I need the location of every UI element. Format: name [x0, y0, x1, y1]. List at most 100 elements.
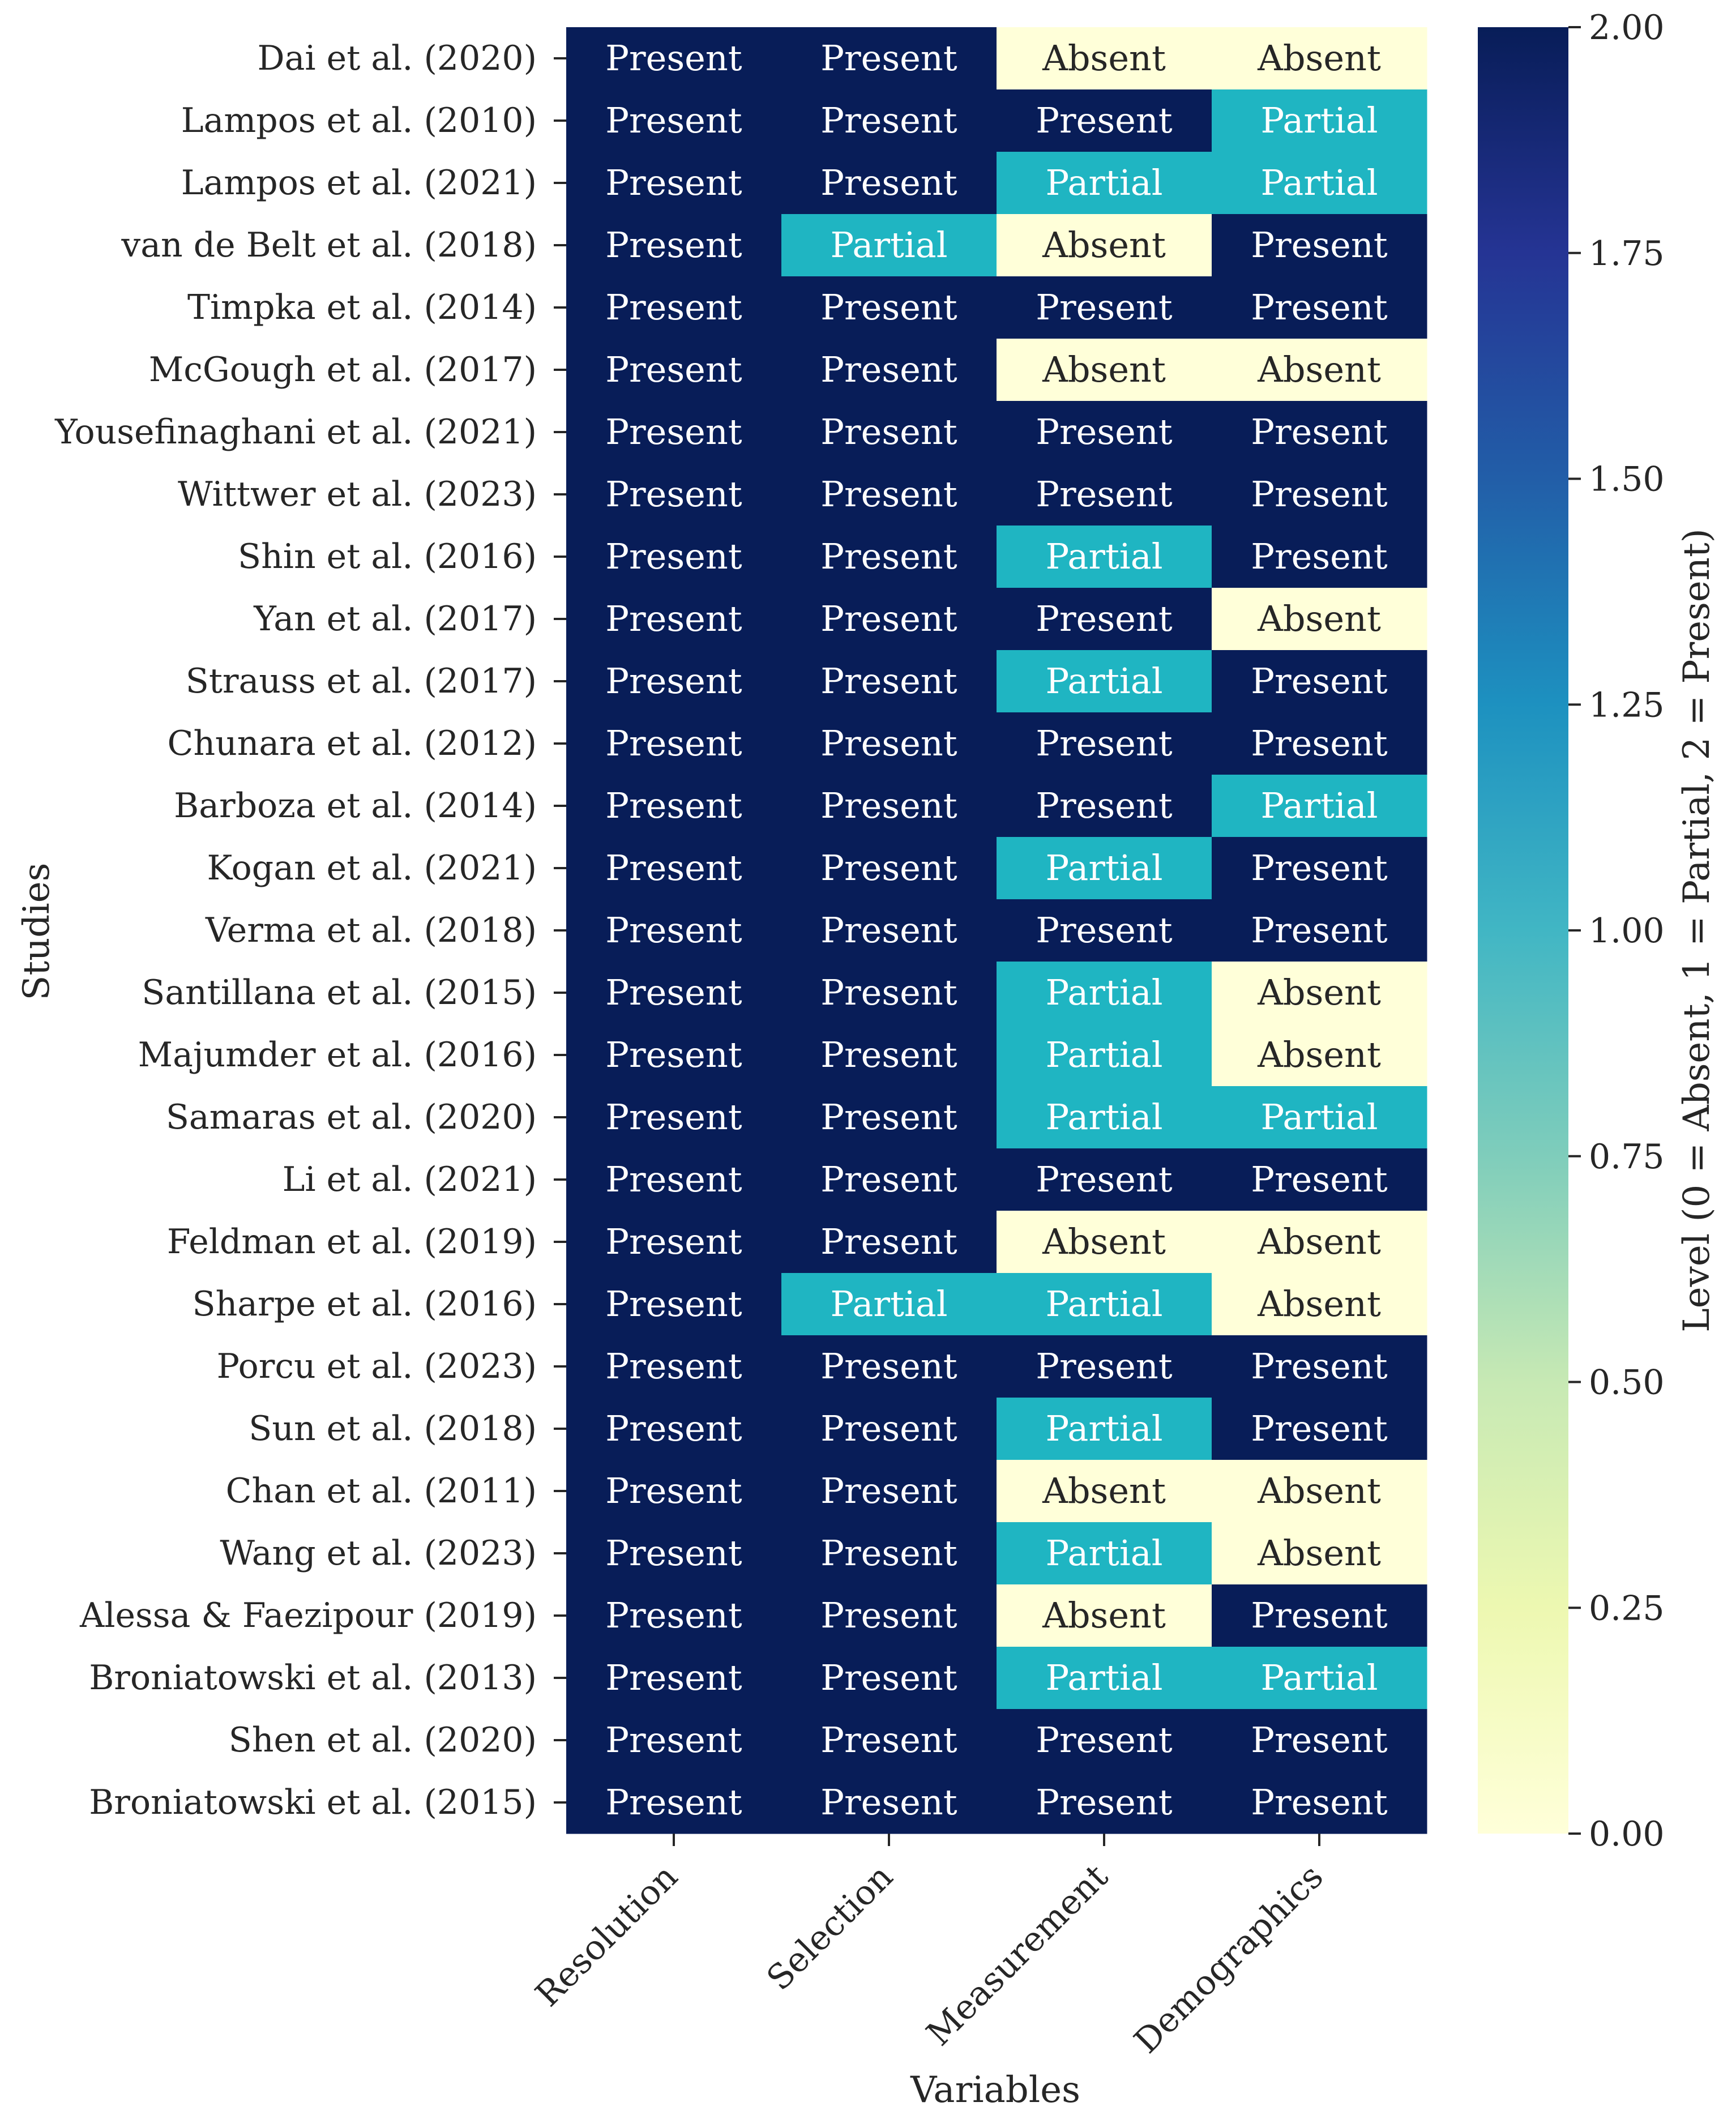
heatmap-cell: [997, 588, 1212, 651]
x-axis-title: Variables: [910, 2069, 1080, 2111]
study-label: Sharpe et al. (2016): [193, 1284, 537, 1324]
study-label: Strauss et al. (2017): [186, 661, 537, 701]
heatmap-cell: [1212, 837, 1427, 900]
study-label: Yan et al. (2017): [253, 599, 537, 639]
colorbar-tick-label: 1.75: [1589, 234, 1665, 274]
study-label: Samaras et al. (2020): [166, 1097, 537, 1137]
heatmap-cell: [566, 650, 782, 713]
heatmap-cell: [566, 1148, 782, 1211]
heatmap-cell: [566, 1522, 782, 1585]
heatmap-cell: [566, 1709, 782, 1772]
heatmap-cell: [1212, 1273, 1427, 1336]
study-label: van de Belt et al. (2018): [121, 225, 537, 265]
study-label: Broniatowski et al. (2013): [89, 1658, 537, 1698]
heatmap-cell: [1212, 588, 1427, 651]
heatmap-cell: [781, 775, 997, 838]
cell-label: Present: [1251, 660, 1387, 702]
heatmap-cell: [781, 712, 997, 775]
cell-label: Present: [605, 287, 742, 328]
cell-label: Present: [1036, 598, 1172, 639]
study-label: Dai et al. (2020): [258, 39, 537, 78]
study-label: Porcu et al. (2023): [217, 1347, 537, 1386]
heatmap-cell: [997, 276, 1212, 339]
heatmap-cell: [997, 650, 1212, 713]
colorbar-tick-label: 1.25: [1589, 685, 1665, 725]
cell-label: Present: [1251, 723, 1387, 764]
cell-label: Present: [605, 100, 742, 141]
cell-label: Absent: [1042, 37, 1166, 79]
heatmap-cell: [997, 1709, 1212, 1772]
cell-label: Present: [1251, 473, 1387, 515]
cell-label: Present: [605, 536, 742, 577]
heatmap-cell: [781, 837, 997, 900]
study-label: Chunara et al. (2012): [168, 724, 537, 763]
cell-label: Present: [820, 1345, 957, 1387]
cell-label: Partial: [1045, 1532, 1162, 1574]
cell-label: Present: [1251, 287, 1387, 328]
cell-label: Present: [820, 1782, 957, 1823]
cell-label: Present: [820, 1096, 957, 1138]
cell-label: Present: [820, 598, 957, 639]
cell-label: Partial: [830, 224, 947, 266]
heatmap-cell: [997, 152, 1212, 215]
heatmap-cell: [997, 1522, 1212, 1585]
cell-label: Present: [820, 287, 957, 328]
cell-label: Present: [605, 598, 742, 639]
study-label: Lampos et al. (2021): [181, 163, 537, 203]
heatmap-cell: [1212, 1647, 1427, 1710]
cell-label: Partial: [1045, 1657, 1162, 1698]
colorbar: 0.00 0.25 0.50 0.75 1.00 1.25 1.50 1.75 2.00 Lev…: [1478, 8, 1718, 1854]
variable-labels: Resolution Selection Measurement Demographi…: [528, 1834, 1331, 2061]
cell-label: Present: [820, 1159, 957, 1200]
heatmap-cell: [997, 401, 1212, 464]
cell-label: Present: [1036, 1159, 1172, 1200]
study-label: Kogan et al. (2021): [207, 848, 537, 888]
cell-label: Partial: [830, 1283, 947, 1325]
heatmap-cell: [781, 526, 997, 588]
heatmap-cell: [566, 588, 782, 651]
cell-label: Present: [605, 909, 742, 951]
cell-label: Present: [605, 723, 742, 764]
heatmap-cell: [566, 152, 782, 215]
cell-label: Present: [1036, 100, 1172, 141]
cell-label: Present: [1251, 1408, 1387, 1449]
study-label: Feldman et al. (2019): [167, 1222, 537, 1262]
heatmap-cell: [781, 27, 997, 90]
heatmap-cell: [1212, 1024, 1427, 1087]
heatmap-cell: [997, 1771, 1212, 1834]
heatmap-cell: [997, 1398, 1212, 1460]
cell-label: Absent: [1257, 37, 1381, 79]
cell-label: Partial: [1045, 1283, 1162, 1325]
heatmap-cell: [566, 962, 782, 1024]
cell-label: Present: [605, 1034, 742, 1075]
heatmap-cell: [1212, 27, 1427, 90]
cell-label: Present: [820, 473, 957, 515]
study-label: Sun et al. (2018): [249, 1409, 537, 1449]
cell-label: Present: [605, 1221, 742, 1262]
cell-label: Present: [820, 1408, 957, 1449]
heatmap-cell: [1212, 1522, 1427, 1585]
cell-label: Present: [1251, 1782, 1387, 1823]
cell-label: Present: [605, 1782, 742, 1823]
cell-label: Present: [605, 1345, 742, 1387]
cell-label: Partial: [1045, 536, 1162, 577]
heatmap-cell: [781, 1148, 997, 1211]
heatmap-cell: [781, 214, 997, 277]
cell-label: Present: [1036, 473, 1172, 515]
study-label: Lampos et al. (2010): [181, 101, 537, 140]
variable-label: Measurement: [919, 1857, 1116, 2054]
cell-label: Partial: [1260, 1657, 1378, 1698]
study-label: Broniatowski et al. (2015): [89, 1783, 537, 1822]
study-label: Barboza et al. (2014): [174, 786, 537, 826]
heatmap-cell: [1212, 463, 1427, 526]
heatmap-cell: [781, 463, 997, 526]
cell-label: Present: [1251, 847, 1387, 888]
heatmap-cell: [1212, 899, 1427, 962]
cell-label: Present: [820, 37, 957, 79]
colorbar-tick-label: 1.50: [1589, 460, 1665, 499]
cell-label: Present: [605, 1159, 742, 1200]
colorbar-tick-label: 0.00: [1589, 1814, 1665, 1854]
cell-label: Present: [820, 1532, 957, 1574]
cell-label: Absent: [1257, 1221, 1381, 1262]
